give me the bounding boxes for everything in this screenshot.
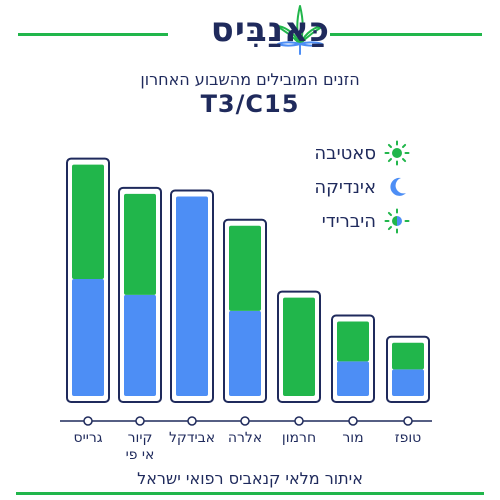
x-tick-6 [403, 416, 413, 426]
x-tick-3 [240, 416, 250, 426]
brand-logo: כַּאנַבִּיס [168, 4, 330, 55]
legend-label-sativa: סאטיבה [314, 143, 376, 164]
sun-icon [384, 140, 410, 166]
cannabis-leaf-icon [275, 5, 325, 55]
footer-divider [16, 492, 484, 495]
bar-indica-2 [176, 196, 208, 396]
legend-item-sativa: סאטיבה [260, 140, 410, 170]
legend-item-indica: אינדיקה [260, 174, 410, 204]
x-tick-2 [187, 416, 197, 426]
legend-label-hybrid: היברידי [321, 211, 376, 232]
bar-sativa-6 [392, 342, 424, 370]
sun-moon-icon [384, 208, 410, 234]
x-tick-label-0: גרייס [73, 430, 102, 446]
header-divider-right [330, 33, 482, 36]
brand-name: כַּאנַבִּיס [210, 10, 330, 50]
bar-sativa-4 [283, 297, 315, 396]
x-tick-label-1-line-0: קיור [128, 430, 153, 446]
x-tick-label-1-line-1: אי פי [126, 447, 155, 463]
x-tick-label-2: אבידקל [169, 430, 215, 446]
bar-indica-3 [229, 310, 261, 396]
bar-indica-1 [124, 294, 156, 396]
bar-indica-5 [337, 361, 369, 396]
bar-sativa-5 [337, 321, 369, 362]
x-tick-label-3: אלרה [228, 430, 262, 446]
legend-label-indica: אינדיקה [314, 177, 376, 198]
footer-text: איתור מלאי קנאביס רפואי ישראל [137, 469, 363, 488]
legend: סאטיבה אינדיקה היברידי [260, 140, 410, 242]
x-tick-label-5: מור [342, 430, 363, 446]
x-tick-0 [83, 416, 93, 426]
legend-item-hybrid: היברידי [260, 208, 410, 238]
header-divider-left [18, 33, 168, 36]
x-tick-4 [294, 416, 304, 426]
x-tick-5 [348, 416, 358, 426]
moon-icon [390, 177, 406, 196]
bar-indica-0 [72, 278, 104, 396]
bar-sativa-0 [72, 164, 104, 279]
bar-sativa-1 [124, 193, 156, 295]
x-tick-label-6: טופז [395, 430, 421, 446]
chart-subtitle: הזנים המובילים מהשבוע האחרון [140, 70, 360, 89]
bar-indica-6 [392, 369, 424, 396]
x-tick-1 [135, 416, 145, 426]
x-tick-label-4: חרמון [282, 430, 316, 446]
chart-title: T3/C15 [200, 90, 300, 118]
bar-sativa-3 [229, 225, 261, 311]
